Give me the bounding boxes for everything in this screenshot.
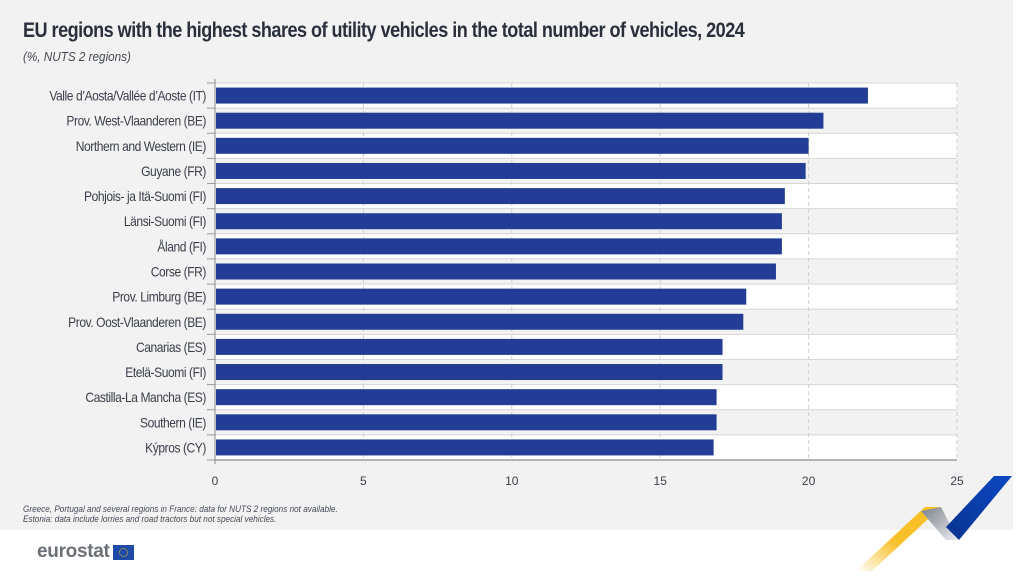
bar bbox=[216, 162, 806, 179]
x-axis-ticks: 0 5 10 15 20 25 bbox=[212, 474, 964, 488]
x-tick-label: 25 bbox=[950, 474, 964, 488]
eurostat-logo: eurostat bbox=[37, 541, 134, 563]
eu-flag-icon bbox=[112, 544, 134, 560]
bar-chart: Valle d’Aosta/Vallée d’Aoste (IT) Prov. W… bbox=[49, 79, 964, 488]
category-label: Prov. Oost-Vlaanderen (BE) bbox=[68, 314, 206, 330]
bar bbox=[216, 439, 714, 456]
x-tick-label: 15 bbox=[654, 474, 668, 488]
bars bbox=[216, 87, 868, 456]
chart-title: EU regions with the highest shares of ut… bbox=[23, 19, 745, 42]
deco-yellow-stripe bbox=[856, 507, 941, 571]
bar bbox=[216, 414, 717, 431]
category-label: Corse (FR) bbox=[151, 264, 206, 280]
category-label: Southern (IE) bbox=[140, 414, 206, 430]
bar bbox=[216, 238, 782, 255]
category-label: Etelä-Suomi (FI) bbox=[125, 364, 206, 380]
deco-grey-stripe bbox=[921, 507, 958, 540]
x-tick-label: 0 bbox=[212, 474, 219, 488]
category-label: Åland (FI) bbox=[157, 238, 206, 254]
x-tick-label: 10 bbox=[505, 474, 519, 488]
footnote: Estonia: data include lorries and road t… bbox=[23, 514, 277, 525]
bar bbox=[216, 112, 824, 129]
bar bbox=[216, 364, 723, 381]
category-label: Prov. West-Vlaanderen (BE) bbox=[66, 113, 206, 129]
logo-text: eurostat bbox=[37, 541, 110, 562]
x-tick-label: 20 bbox=[802, 474, 816, 488]
gridlines bbox=[214, 79, 958, 464]
category-label: Prov. Limburg (BE) bbox=[112, 289, 206, 305]
deco-blue-stripe bbox=[946, 476, 1012, 540]
bar bbox=[216, 338, 723, 355]
category-label: Castilla-La Mancha (ES) bbox=[85, 389, 206, 405]
bar bbox=[216, 213, 782, 230]
bar bbox=[216, 389, 717, 406]
category-label: Valle d’Aosta/Vallée d’Aoste (IT) bbox=[49, 88, 206, 104]
bar bbox=[216, 87, 868, 104]
bar bbox=[216, 263, 776, 280]
footnotes: Greece, Portugal and several regions in … bbox=[23, 505, 338, 525]
category-label: Canarias (ES) bbox=[136, 339, 206, 355]
chart-subtitle: (%, NUTS 2 regions) bbox=[23, 49, 131, 64]
category-label: Länsi-Suomi (FI) bbox=[124, 213, 206, 229]
category-labels: Valle d’Aosta/Vallée d’Aoste (IT) Prov. W… bbox=[49, 88, 206, 456]
category-label: Pohjois- ja Itä-Suomi (FI) bbox=[84, 188, 206, 204]
footnote: Greece, Portugal and several regions in … bbox=[23, 504, 338, 515]
bar bbox=[216, 288, 747, 305]
x-tick-label: 5 bbox=[360, 474, 367, 488]
category-label: Northern and Western (IE) bbox=[76, 138, 206, 154]
category-label: Guyane (FR) bbox=[141, 163, 206, 179]
category-label: Kýpros (CY) bbox=[145, 439, 206, 455]
bar bbox=[216, 313, 744, 330]
bar bbox=[216, 188, 785, 205]
bar bbox=[216, 137, 809, 154]
